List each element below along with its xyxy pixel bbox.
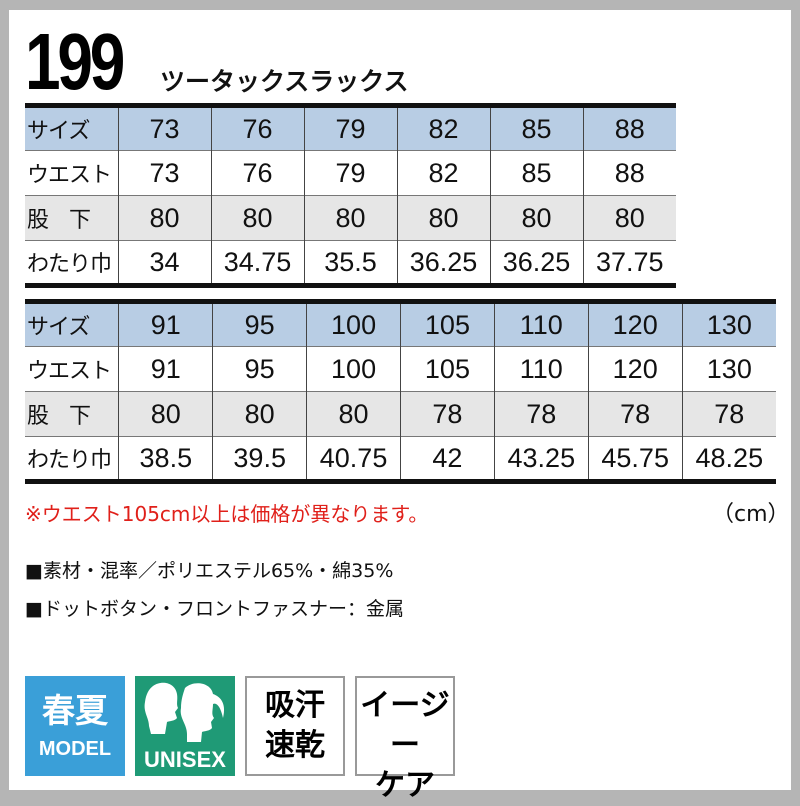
table-cell: 76 <box>210 105 304 151</box>
table-row: 股 下 80 80 80 78 78 78 78 <box>25 391 776 437</box>
table-cell: 36.25 <box>489 240 583 286</box>
table-cell: 48.25 <box>681 436 776 482</box>
row-label: 股 下 <box>25 195 118 241</box>
table-cell: 100 <box>306 301 401 347</box>
row-label: サイズ <box>25 105 118 151</box>
table-cell: 80 <box>117 195 211 241</box>
easy-care-line1: イージー <box>360 688 450 763</box>
table-cell: 110 <box>493 346 589 392</box>
table-cell: 80 <box>306 391 401 437</box>
season-badge: 春夏 MODEL <box>25 676 125 776</box>
table-cell: 82 <box>396 150 490 196</box>
table-cell: 80 <box>489 195 583 241</box>
table-cell: 105 <box>400 301 495 347</box>
table-cell: 91 <box>118 301 213 347</box>
table-cell: 80 <box>212 391 307 437</box>
row-label: わたり巾 <box>25 436 119 482</box>
table-cell: 88 <box>582 150 676 196</box>
table-cell: 40.75 <box>306 436 401 482</box>
quick-dry-badge: 吸汗 速乾 <box>245 676 345 776</box>
table-cell: 105 <box>400 346 495 392</box>
table-cell: 35.5 <box>303 240 397 286</box>
unit-label: （cm） <box>712 502 790 527</box>
price-note: ※ウエスト105cm以上は価格が異なります。 <box>25 502 429 526</box>
product-name: ツータックスラックス <box>160 67 409 96</box>
table-cell: 78 <box>681 391 776 437</box>
table-cell: 130 <box>681 301 776 347</box>
table-cell: 120 <box>587 301 683 347</box>
row-label: ウエスト <box>25 346 119 392</box>
size-table-1: サイズ 73 76 79 82 85 88 ウエスト 73 76 79 82 85 88 股 下 80 80 80… <box>25 103 676 288</box>
table-cell: 80 <box>303 195 397 241</box>
table-row: わたり巾 34 34.75 35.5 36.25 36.25 37.75 <box>25 240 676 286</box>
product-number: 199 <box>25 17 125 106</box>
row-label: ウエスト <box>25 150 118 196</box>
table-cell: 39.5 <box>212 436 307 482</box>
quick-dry-line2: 速乾 <box>265 728 325 763</box>
male-female-silhouette-icon <box>144 682 225 742</box>
table-cell: 34 <box>117 240 211 286</box>
table-cell: 45.75 <box>587 436 683 482</box>
table-cell: 80 <box>118 391 213 437</box>
size-table-2: サイズ 91 95 100 105 110 120 130 ウエスト 91 95 100 105 110 1… <box>25 299 776 484</box>
table-row: 股 下 80 80 80 80 80 80 <box>25 195 676 241</box>
table-row: ウエスト 73 76 79 82 85 88 <box>25 150 676 196</box>
table-cell: 79 <box>303 105 397 151</box>
spec-fastener: ■ドットボタン・フロントファスナー：金属 <box>25 598 404 620</box>
table-cell: 43.25 <box>493 436 589 482</box>
unisex-label: UNISEX <box>144 747 226 772</box>
table-cell: 85 <box>489 105 583 151</box>
table-cell: 100 <box>306 346 401 392</box>
table-cell: 78 <box>493 391 589 437</box>
row-label: サイズ <box>25 301 119 347</box>
table-cell: 36.25 <box>396 240 490 286</box>
table-cell: 42 <box>400 436 495 482</box>
season-label: 春夏 <box>42 691 108 730</box>
table-cell: 79 <box>303 150 397 196</box>
table-row: ウエスト 91 95 100 105 110 120 130 <box>25 346 776 392</box>
table-row: わたり巾 38.5 39.5 40.75 42 43.25 45.75 48.25 <box>25 436 776 482</box>
table-cell: 130 <box>681 346 776 392</box>
table-cell: 34.75 <box>210 240 304 286</box>
table-cell: 82 <box>396 105 490 151</box>
easy-care-line2: ケア <box>375 768 435 803</box>
table-cell: 110 <box>493 301 589 347</box>
table-cell: 78 <box>587 391 683 437</box>
unisex-badge: UNISEX <box>135 676 235 776</box>
easy-care-badge: イージー ケア <box>355 676 455 803</box>
table-cell: 95 <box>212 301 307 347</box>
table-cell: 85 <box>489 150 583 196</box>
table-cell: 80 <box>396 195 490 241</box>
table-cell: 120 <box>587 346 683 392</box>
table-cell: 95 <box>212 346 307 392</box>
table-cell: 37.75 <box>582 240 676 286</box>
table-cell: 80 <box>210 195 304 241</box>
table-cell: 78 <box>400 391 495 437</box>
table-cell: 73 <box>117 105 211 151</box>
row-label: 股 下 <box>25 391 119 437</box>
table-cell: 88 <box>582 105 676 151</box>
table-row: サイズ 91 95 100 105 110 120 130 <box>25 301 776 347</box>
table-row: サイズ 73 76 79 82 85 88 <box>25 105 676 151</box>
table-cell: 38.5 <box>118 436 213 482</box>
spec-material: ■素材・混率／ポリエステル65%・綿35% <box>25 560 394 582</box>
row-label: わたり巾 <box>25 240 118 286</box>
table-cell: 91 <box>118 346 213 392</box>
table-cell: 76 <box>210 150 304 196</box>
table-cell: 80 <box>582 195 676 241</box>
table-cell: 73 <box>117 150 211 196</box>
model-label: MODEL <box>38 738 112 760</box>
quick-dry-line1: 吸汗 <box>265 688 325 723</box>
